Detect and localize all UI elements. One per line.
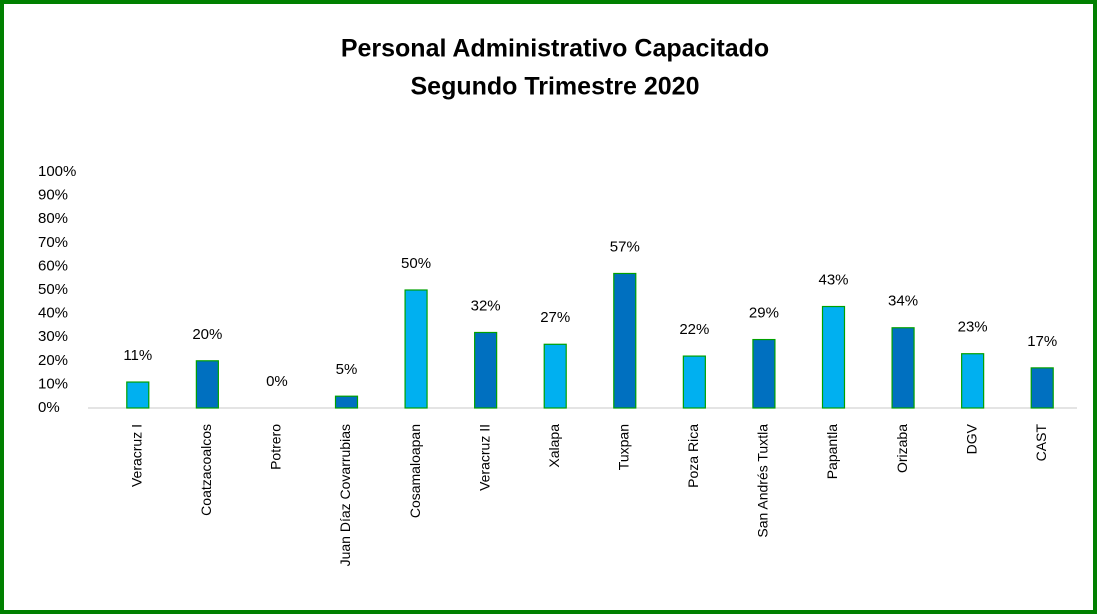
bar — [334, 395, 359, 409]
y-tick-label: 30% — [38, 328, 68, 345]
y-tick-label: 80% — [38, 210, 68, 227]
bar — [1030, 367, 1054, 409]
bar — [404, 289, 428, 409]
y-tick-label: 70% — [38, 234, 68, 251]
value-label: 43% — [818, 271, 848, 288]
x-tick-label: Potrero — [268, 424, 284, 470]
value-label: 17% — [1027, 333, 1057, 350]
bar — [126, 381, 150, 409]
value-label: 20% — [192, 326, 222, 343]
chart-subtitle: Segundo Trimestre 2020 — [410, 73, 699, 101]
x-tick-label: Papantla — [824, 424, 840, 479]
y-tick-label: 50% — [38, 281, 68, 298]
x-tick-label: Veracruz II — [476, 424, 492, 491]
value-label: 23% — [958, 319, 988, 336]
y-tick-label: 20% — [38, 352, 68, 369]
bar — [195, 360, 219, 409]
y-tick-label: 40% — [38, 305, 68, 322]
value-label: 5% — [336, 361, 358, 378]
value-label: 57% — [610, 238, 640, 255]
x-tick-label: San Andrés Tuxtla — [755, 424, 771, 538]
bar — [821, 305, 846, 409]
y-tick-label: 100% — [38, 163, 76, 180]
value-label: 22% — [679, 321, 709, 338]
value-label: 32% — [471, 297, 501, 314]
y-tick-label: 10% — [38, 375, 68, 392]
x-tick-label: Veracruz I — [128, 424, 144, 487]
y-tick-label: 60% — [38, 257, 68, 274]
y-tick-label: 0% — [38, 399, 60, 416]
bar — [543, 343, 567, 409]
y-tick-label: 90% — [38, 187, 68, 204]
value-label: 27% — [540, 309, 570, 326]
bar — [961, 353, 985, 409]
value-label: 34% — [888, 293, 918, 310]
value-label: 29% — [749, 305, 779, 322]
x-tick-label: Orizaba — [894, 424, 910, 473]
chart-title: Personal Administrativo Capacitado — [341, 35, 769, 63]
value-label: 0% — [266, 373, 288, 390]
bar — [613, 272, 637, 409]
x-tick-label: Xalapa — [546, 424, 562, 468]
x-tick-label: DGV — [963, 423, 979, 454]
x-tick-label: Tuxpan — [615, 424, 631, 470]
value-label: 50% — [401, 255, 431, 272]
bar — [474, 331, 498, 409]
value-label: 11% — [123, 347, 152, 364]
x-tick-label: Juan Díaz Covarrubias — [337, 424, 353, 566]
x-tick-label: CAST — [1033, 424, 1049, 462]
bar — [752, 338, 776, 409]
x-tick-label: Coatzacoalcos — [198, 424, 214, 516]
x-tick-label: Poza Rica — [685, 424, 701, 488]
bar — [682, 355, 706, 409]
bar — [891, 327, 915, 409]
x-tick-label: Cosamaloapan — [407, 424, 423, 518]
